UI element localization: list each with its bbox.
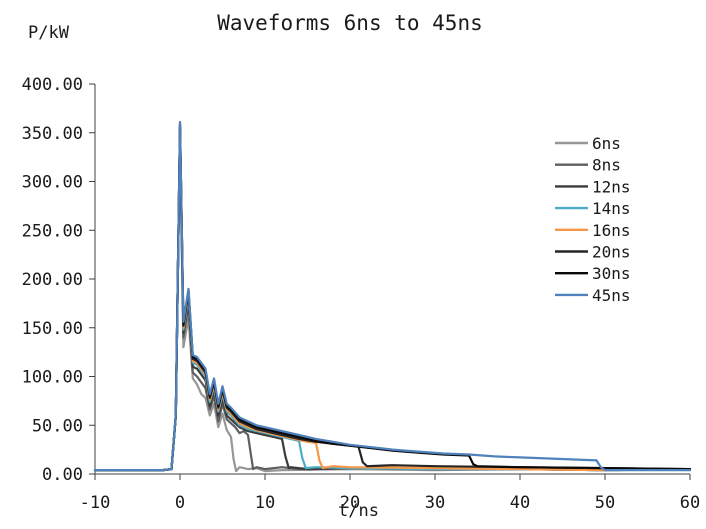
y-axis-label: P/kW — [28, 23, 70, 43]
y-tick-label: 400.00 — [22, 75, 83, 95]
y-tick-label: 250.00 — [22, 221, 83, 241]
legend-label: 14ns — [592, 199, 631, 218]
legend-label: 8ns — [592, 156, 621, 175]
legend-label: 6ns — [592, 134, 621, 153]
legend: 6ns 8ns 12ns 14ns 16ns 20ns 30ns 45ns — [555, 134, 631, 305]
y-tick-label: 300.00 — [22, 173, 83, 193]
y-tick-label: 0.00 — [42, 465, 83, 485]
x-tick-label: 0 — [175, 493, 185, 513]
x-tick-label: 60 — [680, 493, 700, 513]
y-tick-label: 150.00 — [22, 319, 83, 339]
x-tick-label: 20 — [340, 493, 360, 513]
x-tick-label: 50 — [595, 493, 615, 513]
x-axis-ticks: -10 0 10 20 30 40 50 60 — [80, 474, 700, 513]
x-axis-label: t/ns — [338, 501, 379, 521]
series-line-45ns — [93, 120, 692, 472]
x-tick-label: 30 — [425, 493, 445, 513]
legend-label: 45ns — [592, 286, 631, 305]
legend-label: 20ns — [592, 243, 631, 262]
legend-label: 30ns — [592, 264, 631, 283]
y-axis-ticks: 0.00 50.00 100.00 150.00 200.00 250.00 300.00 3… — [22, 75, 95, 485]
legend-label: 16ns — [592, 221, 631, 240]
x-tick-label: 10 — [255, 493, 275, 513]
x-tick-label: -10 — [80, 493, 111, 513]
legend-label: 12ns — [592, 177, 631, 196]
x-tick-label: 40 — [510, 493, 530, 513]
chart-title: Waveforms 6ns to 45ns — [217, 11, 483, 35]
y-tick-label: 50.00 — [32, 416, 83, 436]
y-tick-label: 200.00 — [22, 270, 83, 290]
series-lines — [93, 120, 692, 473]
y-tick-label: 100.00 — [22, 368, 83, 388]
y-tick-label: 350.00 — [22, 124, 83, 144]
